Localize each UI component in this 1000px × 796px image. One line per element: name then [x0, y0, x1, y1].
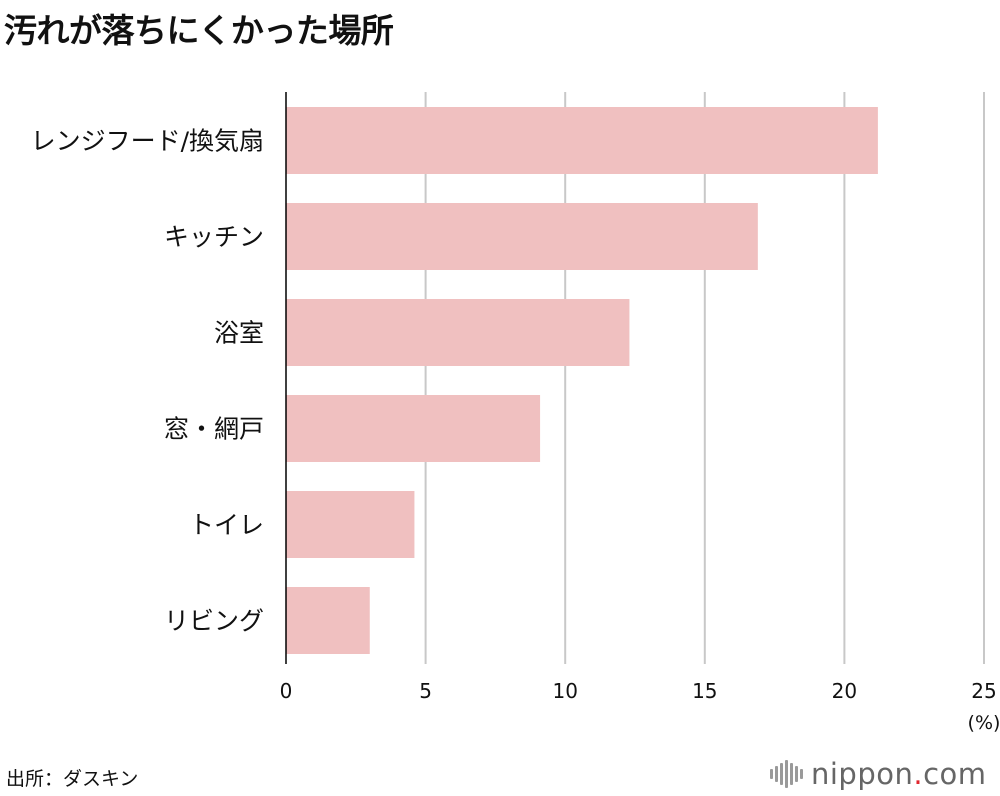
bar: [286, 491, 415, 558]
source-note: 出所：ダスキン: [6, 768, 139, 790]
x-tick-labels: 0 5 10 15 20 25: [280, 679, 997, 703]
gridlines: [424, 92, 985, 664]
category-label: トイレ: [189, 511, 264, 540]
category-label: レンジフード/換気扇: [31, 127, 264, 156]
logo-dot: .: [913, 757, 924, 791]
bar: [286, 107, 878, 174]
logo-name: nippon: [811, 757, 914, 791]
category-label: リビング: [164, 607, 264, 636]
bar: [286, 299, 630, 366]
x-unit-label: (%): [968, 712, 1000, 734]
x-tick-label: 10: [552, 679, 577, 703]
bar: [286, 203, 758, 270]
x-tick-label: 15: [692, 679, 717, 703]
x-tick-label: 20: [832, 679, 857, 703]
category-label: キッチン: [164, 223, 264, 252]
x-tick-label: 5: [419, 679, 432, 703]
x-tick-label: 25: [971, 679, 996, 703]
category-label: 浴室: [214, 319, 264, 348]
x-tick-label: 0: [280, 679, 293, 703]
bar: [286, 395, 541, 462]
chart-title: 汚れが落ちにくかった場所: [4, 11, 394, 50]
category-label: 窓・網戸: [164, 415, 264, 444]
logo-wordmark: nippon.com: [811, 757, 987, 791]
bars: [286, 107, 878, 654]
bar: [286, 587, 370, 654]
nippon-logo[interactable]: nippon.com: [770, 757, 987, 791]
logo-tld: com: [923, 757, 987, 791]
sound-wave-icon: [770, 760, 803, 788]
